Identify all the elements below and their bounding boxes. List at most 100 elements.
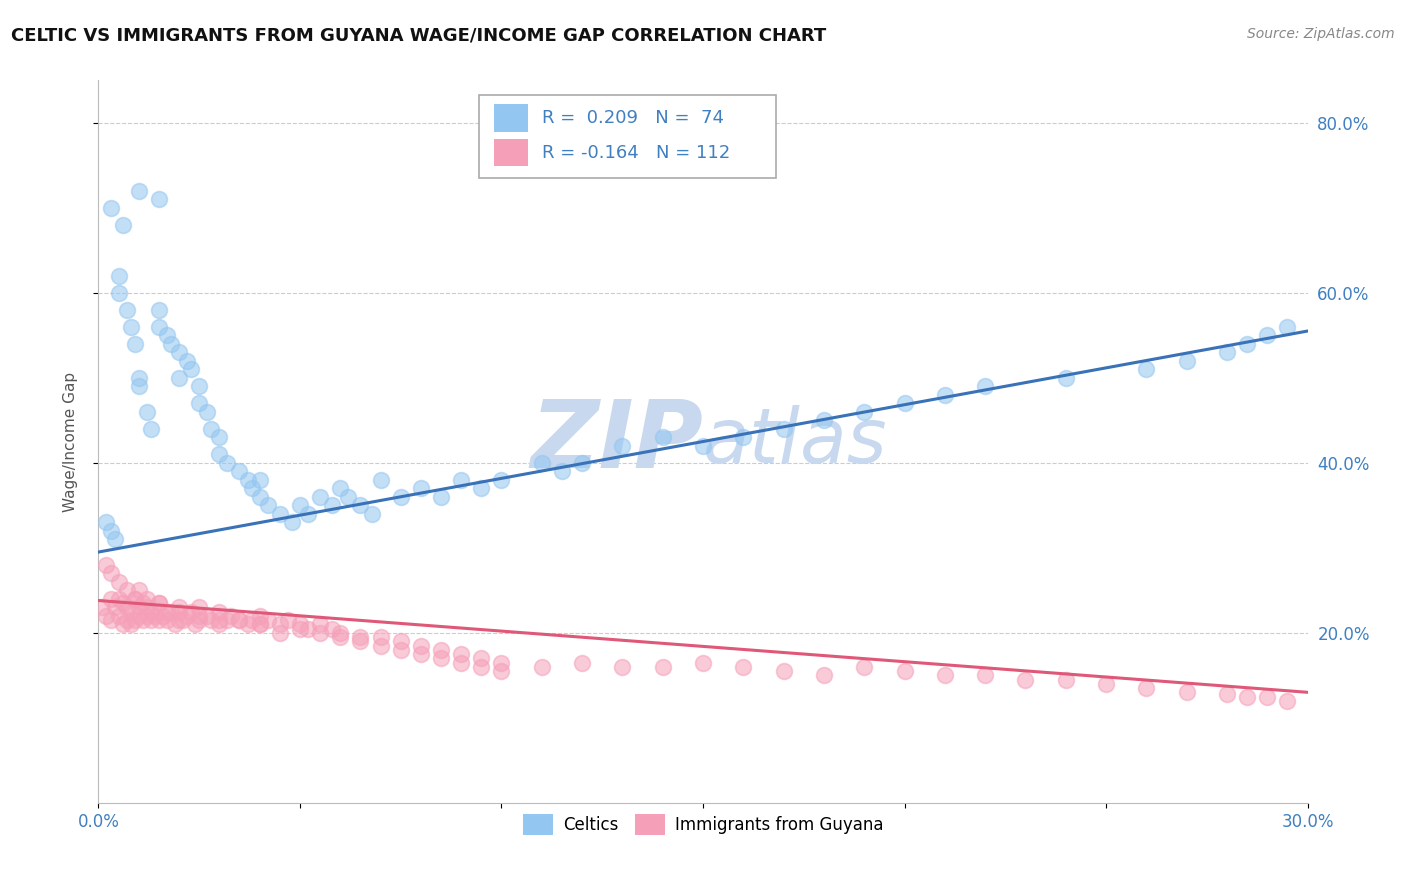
Point (269, 507, 291, 521)
Point (297, 622, 319, 636)
Point (124, 591, 146, 606)
Point (281, 516, 304, 530)
Point (430, 490, 453, 504)
Point (195, 608, 218, 623)
Point (176, 353, 198, 368)
Point (124, 613, 146, 627)
Point (733, 430, 755, 444)
Point (148, 302, 170, 317)
Point (249, 473, 271, 487)
Point (115, 583, 138, 598)
Point (470, 481, 492, 495)
Point (389, 490, 412, 504)
Point (651, 660, 673, 674)
Point (349, 630, 371, 644)
Point (329, 625, 352, 640)
Point (103, 600, 125, 615)
Point (772, 664, 794, 678)
Point (249, 490, 271, 504)
Point (148, 596, 170, 610)
Point (349, 498, 371, 512)
Point (551, 464, 574, 478)
Point (100, 613, 122, 627)
Point (228, 613, 250, 627)
Point (135, 591, 157, 606)
Point (195, 405, 218, 419)
Point (370, 473, 392, 487)
Point (163, 617, 186, 632)
Point (733, 660, 755, 674)
Point (329, 630, 352, 644)
Point (337, 490, 360, 504)
Point (156, 613, 179, 627)
Point (100, 201, 122, 215)
Point (309, 617, 332, 632)
Legend: Celtics, Immigrants from Guyana: Celtics, Immigrants from Guyana (516, 808, 890, 841)
Point (124, 336, 146, 351)
Point (124, 591, 146, 606)
Point (1014, 673, 1036, 687)
Point (128, 184, 150, 198)
Point (107, 574, 129, 589)
Point (450, 656, 472, 670)
Point (491, 656, 513, 670)
Point (167, 345, 190, 359)
Point (176, 608, 198, 623)
Point (612, 660, 634, 674)
Point (1054, 371, 1077, 385)
Point (208, 605, 231, 619)
Point (1054, 673, 1077, 687)
Point (188, 613, 211, 627)
Point (893, 396, 915, 410)
Point (217, 613, 239, 627)
Point (934, 388, 956, 402)
Point (103, 533, 125, 547)
Point (236, 617, 259, 632)
Point (128, 583, 150, 598)
Point (309, 490, 332, 504)
Point (148, 613, 170, 627)
Point (349, 634, 371, 648)
Point (107, 285, 129, 300)
Point (115, 302, 138, 317)
Point (1277, 319, 1299, 334)
Point (167, 605, 190, 619)
Point (309, 625, 332, 640)
Point (135, 608, 157, 623)
Point (152, 608, 174, 623)
Point (430, 642, 453, 657)
Point (200, 613, 222, 627)
Point (180, 605, 202, 619)
Point (1135, 362, 1157, 376)
Point (208, 447, 231, 461)
Point (236, 473, 259, 487)
FancyBboxPatch shape (479, 95, 776, 178)
Point (208, 430, 231, 444)
Point (132, 613, 155, 627)
Point (100, 566, 122, 581)
Point (135, 600, 157, 615)
Point (139, 605, 162, 619)
Point (120, 319, 142, 334)
Point (139, 613, 162, 627)
Point (297, 507, 319, 521)
Point (409, 647, 432, 661)
Point (148, 319, 170, 334)
Point (288, 617, 311, 632)
Point (208, 613, 231, 627)
Y-axis label: Wage/Income Gap: Wage/Income Gap (63, 371, 77, 512)
Point (249, 617, 271, 632)
Point (470, 660, 492, 674)
Point (409, 639, 432, 653)
Point (571, 656, 593, 670)
Point (974, 379, 997, 393)
Point (1216, 687, 1239, 701)
Point (128, 371, 150, 385)
Point (132, 596, 155, 610)
Point (96, 558, 118, 572)
Point (188, 600, 211, 615)
Point (188, 608, 211, 623)
Point (1236, 690, 1258, 704)
Point (107, 268, 129, 283)
Point (228, 613, 250, 627)
